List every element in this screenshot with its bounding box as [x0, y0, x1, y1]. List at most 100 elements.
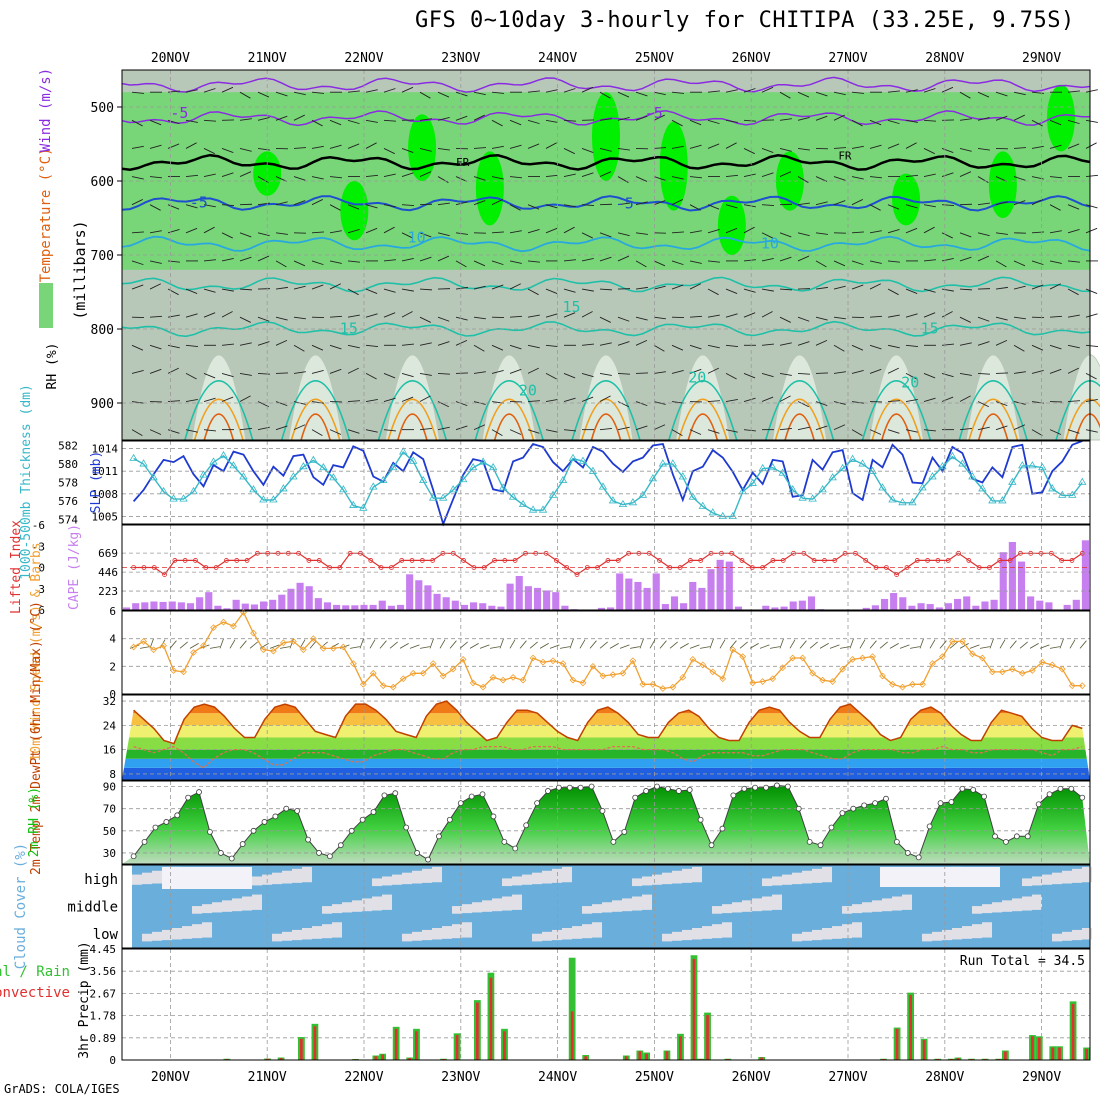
wind-speed-point — [369, 669, 377, 677]
lifted-index-point — [502, 558, 508, 563]
wind-barb — [779, 372, 792, 376]
wind-speed-point — [319, 644, 327, 652]
contour-label: 15 — [921, 319, 939, 337]
wind-speed-point — [979, 654, 986, 662]
wind-barb — [455, 260, 467, 268]
wind-barb — [131, 370, 144, 374]
wind-barb — [545, 142, 557, 149]
wind-barb — [725, 313, 738, 318]
lifted-index-point — [739, 558, 745, 563]
rh-point — [719, 825, 726, 832]
cloud-clear-cell — [992, 902, 1002, 913]
wind-barb — [707, 229, 720, 234]
wind-barb — [209, 646, 220, 649]
temperature-contour — [121, 195, 1091, 212]
wind-barb — [923, 397, 936, 402]
upper-air-panel: 500 600 700 800 900 -5 -5 FR FR -5 -5 10 10 15 15 15 20 2… — [38, 68, 1100, 441]
cape-bar — [963, 596, 971, 610]
rh-point — [468, 793, 475, 800]
wind-barb — [769, 646, 780, 649]
wind-barb — [365, 288, 378, 294]
wind-barb — [743, 173, 756, 178]
wind-barb — [979, 646, 990, 649]
cloud-clear-cell — [492, 898, 502, 912]
thickness-point — [658, 459, 668, 467]
cloud-clear-cell — [762, 878, 772, 887]
wind-barb — [365, 429, 378, 433]
thickness-point — [828, 473, 837, 481]
wind-speed-point — [929, 660, 936, 667]
wind-speed-point — [1068, 682, 1076, 690]
cloud-clear-cell — [1052, 872, 1062, 885]
wind-barb — [725, 174, 738, 178]
cape-bar — [132, 603, 140, 610]
wind-speed-point — [769, 675, 777, 683]
contour-label: FR — [456, 156, 470, 169]
cloud-clear-cell — [982, 922, 992, 938]
cloud-clear-cell — [932, 931, 942, 941]
wind-barb — [779, 91, 791, 99]
wind-barb — [869, 204, 881, 211]
wind-barb — [599, 372, 612, 376]
y-tick-label: 500 — [91, 101, 114, 116]
cape-bar — [634, 581, 642, 610]
cloud-clear-cell — [432, 927, 442, 940]
thickness-tick: 582 — [58, 440, 78, 453]
lifted-index-point — [316, 558, 322, 563]
cape-bar — [981, 601, 989, 610]
cloud-clear-cell — [812, 868, 822, 883]
wind-barb — [257, 316, 270, 322]
cloud-clear-cell — [302, 927, 312, 940]
wind-barb — [815, 339, 828, 346]
wind-barb — [743, 288, 756, 293]
wind-barb — [239, 372, 252, 376]
wind-barb — [563, 204, 576, 208]
wind-barb — [349, 646, 360, 649]
cloud-clear-cell — [532, 933, 542, 942]
thickness-point — [369, 482, 378, 490]
panel-frame — [121, 440, 1091, 525]
wind-barb — [311, 91, 324, 94]
cloud-clear-cell — [472, 902, 482, 913]
wind-barb — [1049, 144, 1062, 149]
wind-barb — [527, 119, 540, 125]
wind-barb — [1031, 145, 1044, 149]
thickness-point — [738, 486, 747, 495]
lifted-axis-label: Lifted Index — [9, 520, 24, 614]
wind-barb — [419, 316, 431, 323]
wind-speed-point — [699, 661, 707, 669]
wind-barb — [369, 639, 376, 649]
panel-frame — [121, 948, 1091, 1061]
wind-barb — [509, 230, 522, 234]
cape-bar — [305, 586, 313, 610]
wind-barb — [437, 176, 449, 183]
wind-barb — [347, 229, 360, 234]
cape-bar — [698, 587, 706, 610]
wind-barb — [617, 372, 631, 375]
thickness-point — [478, 457, 488, 465]
wind-barb — [419, 427, 432, 431]
wind-barb — [275, 232, 288, 235]
wind-barb — [779, 118, 792, 121]
date-tick-bottom: 26NOV — [732, 1070, 771, 1085]
wind-speed-point — [419, 669, 427, 677]
wind-barb — [635, 201, 648, 206]
wind-barb — [399, 643, 409, 649]
lifted-index-point — [997, 558, 1003, 563]
rh-point — [283, 805, 290, 812]
wind-speed-point — [1018, 669, 1026, 677]
thickness-point — [498, 483, 508, 491]
wind-barb — [1067, 429, 1080, 434]
thickness-point — [998, 496, 1007, 504]
wind-speed-point — [439, 672, 447, 680]
wind-barb — [909, 646, 920, 649]
precip-tick: 0 — [109, 1054, 116, 1067]
wind-barb — [635, 260, 647, 268]
wind-barb — [249, 641, 258, 649]
wind-barb — [347, 90, 360, 93]
wind-barb — [579, 639, 586, 649]
slp-thickness-panel: 582 580 578 576 574 1014 1011 1008 1005 1000-500m… — [19, 384, 1091, 580]
wind-barb — [707, 367, 719, 374]
rh-point — [294, 807, 301, 814]
wind-barb — [869, 640, 877, 649]
